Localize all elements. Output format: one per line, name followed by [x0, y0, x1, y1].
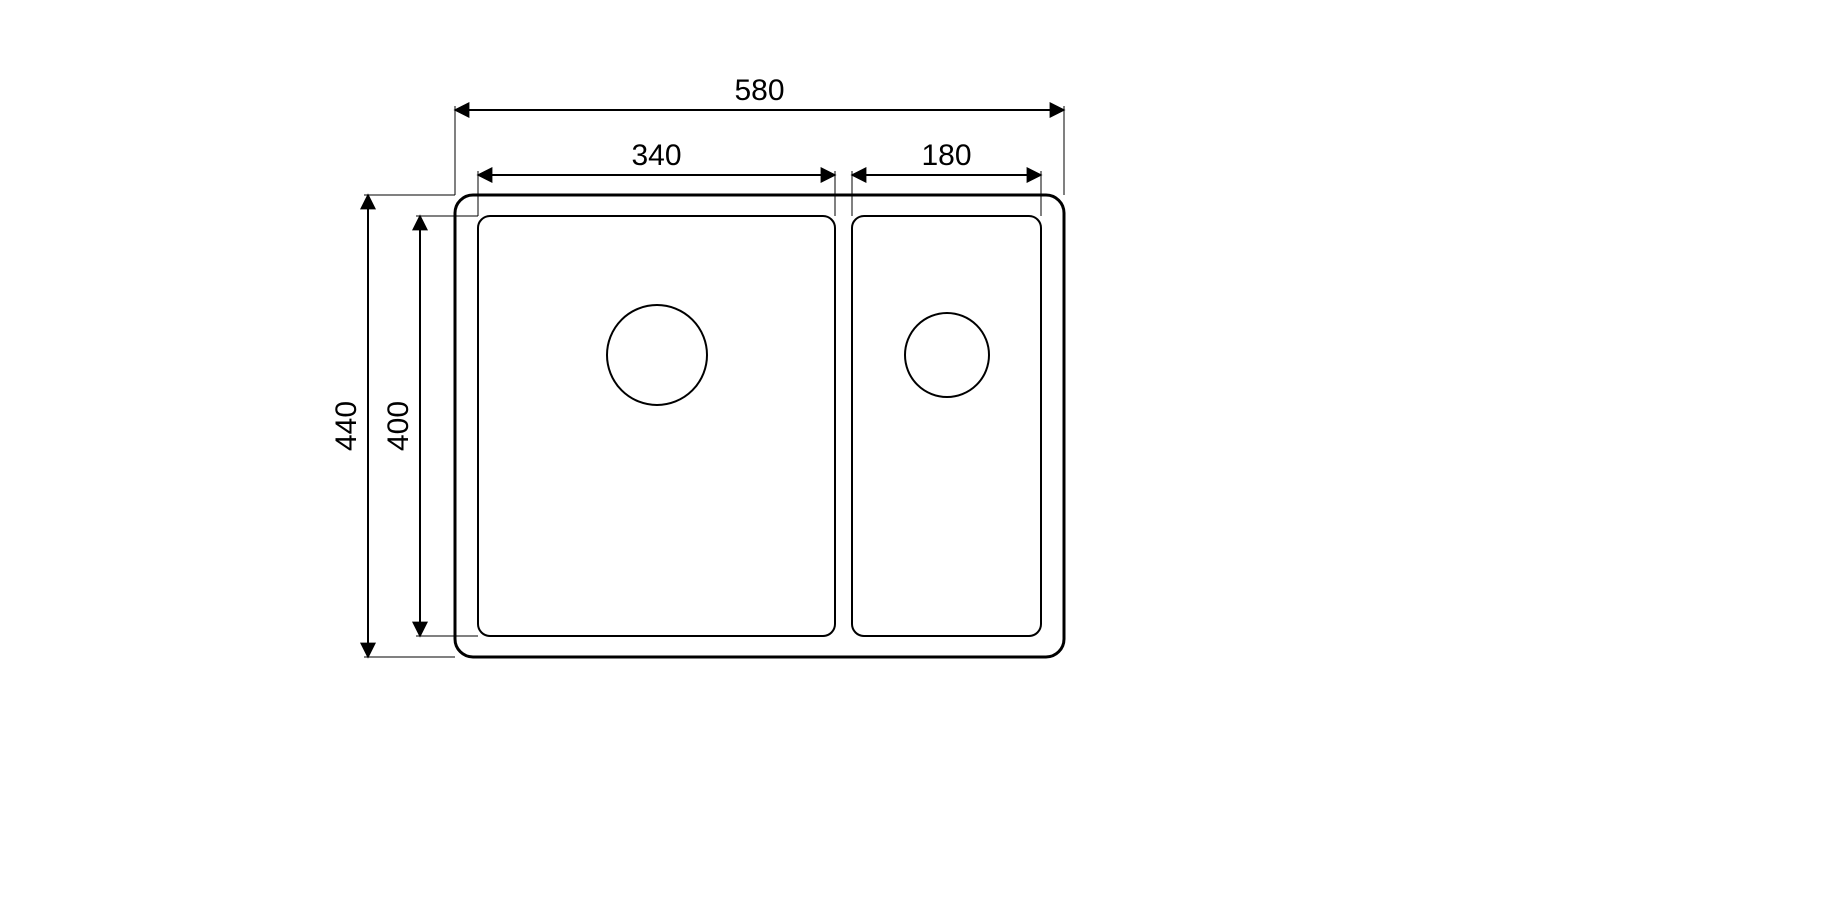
sink-bowl-left	[478, 216, 835, 636]
drain-right	[905, 313, 989, 397]
dimension-overall-width: 580	[455, 74, 1064, 195]
sink-bowl-right	[852, 216, 1041, 636]
dimension-bowl-left-width: 340	[478, 139, 835, 216]
dimension-label-bowl-right-width: 180	[921, 139, 971, 172]
dimension-label-bowl-height: 400	[382, 401, 415, 451]
sink-technical-drawing: 580 340 180 440 400	[0, 0, 1848, 924]
dimension-label-bowl-left-width: 340	[631, 139, 681, 172]
dimension-bowl-height: 400	[382, 216, 478, 636]
sink-outer-body	[455, 195, 1064, 657]
dimension-label-overall-height: 440	[330, 401, 363, 451]
dimension-label-overall-width: 580	[734, 74, 784, 107]
drain-left	[607, 305, 707, 405]
dimension-bowl-right-width: 180	[852, 139, 1041, 216]
